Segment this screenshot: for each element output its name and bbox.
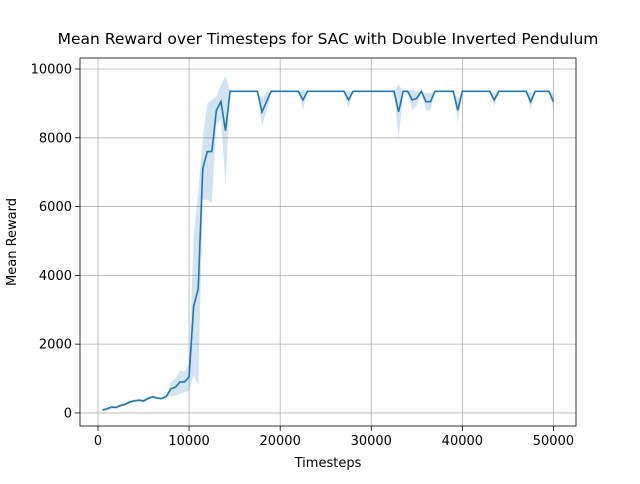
y-tick-label: 2000 bbox=[39, 338, 72, 353]
std-band bbox=[102, 75, 554, 412]
y-tick-label: 8000 bbox=[39, 131, 72, 146]
x-tick-label: 10000 bbox=[168, 434, 209, 449]
y-tick-label: 0 bbox=[64, 406, 72, 421]
x-axis-label: Timesteps bbox=[294, 456, 362, 471]
x-tick-label: 50000 bbox=[533, 434, 574, 449]
y-tick-label: 10000 bbox=[31, 63, 72, 78]
y-tick-label: 4000 bbox=[39, 269, 72, 284]
chart-title: Mean Reward over Timesteps for SAC with … bbox=[58, 30, 599, 48]
y-axis-label: Mean Reward bbox=[5, 198, 20, 286]
y-tick-label: 6000 bbox=[39, 200, 72, 215]
x-tick-label: 40000 bbox=[442, 434, 483, 449]
x-tick-label: 20000 bbox=[259, 434, 300, 449]
x-tick-label: 0 bbox=[94, 434, 102, 449]
x-tick-label: 30000 bbox=[351, 434, 392, 449]
plot-frame bbox=[79, 57, 577, 427]
line bbox=[102, 89, 555, 411]
